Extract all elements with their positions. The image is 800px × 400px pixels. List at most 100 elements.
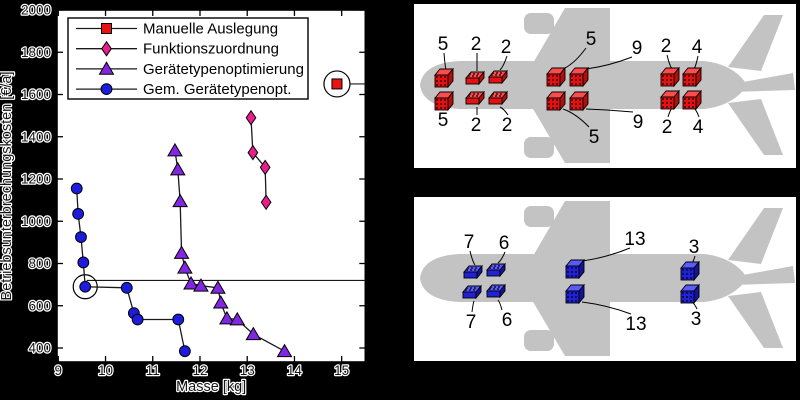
x-axis-tick-label: 12 — [192, 363, 207, 378]
y-axis-tick-label: 1400 — [21, 129, 51, 144]
unit-count-label: 4 — [693, 117, 704, 138]
y-axis-tick-label: 1000 — [21, 214, 51, 229]
aircraft-diagram-optimized: 7 6 13 3 7 6 13 3 — [420, 201, 795, 356]
unit-count-label: 9 — [632, 38, 643, 59]
x-axis-tick-label: 14 — [287, 363, 303, 378]
equipment-box — [462, 284, 482, 300]
triangle-marker — [219, 310, 235, 325]
series-circle — [70, 182, 191, 358]
aircraft-diagram-manual: 5 2 2 5 9 2 45 2 259 2 4 — [420, 8, 795, 163]
unit-count-label: 5 — [438, 34, 449, 55]
equipment-box — [488, 69, 508, 85]
unit-count-label: 3 — [691, 309, 702, 330]
circle-marker — [120, 281, 133, 294]
x-axis-tick-label: 9 — [55, 363, 63, 378]
diamond-marker — [247, 144, 259, 161]
unit-count-label: 2 — [471, 34, 482, 55]
equipment-box — [434, 67, 454, 89]
cost-mass-chart: 9 10 11 12 13 14 15 400 600 800 1000 1200 1400 1600 18… — [0, 1, 367, 396]
y-axis-tick-label: 1600 — [21, 87, 51, 102]
unit-count-label: 13 — [625, 314, 646, 335]
unit-count-label: 4 — [692, 37, 703, 58]
circle-marker — [70, 182, 83, 195]
x-axis-tick-label: 10 — [98, 363, 113, 378]
circle-marker — [72, 207, 85, 220]
diamond-marker — [259, 159, 271, 176]
unit-count-label: 6 — [502, 310, 513, 331]
x-axis-tick-label: 11 — [146, 363, 160, 378]
y-axis-tick-label: 400 — [28, 341, 51, 356]
equipment-box — [565, 258, 585, 280]
triangle-marker — [172, 193, 189, 208]
x-axis-tick-label: 15 — [334, 363, 349, 378]
unit-count-label: 5 — [438, 110, 449, 131]
equipment-box — [463, 264, 483, 280]
equipment-box — [682, 89, 702, 111]
square-marker — [101, 23, 112, 34]
y-axis-label: Betriebsunterbrechungskosten [€/a] — [0, 72, 15, 301]
equipment-box — [680, 260, 700, 282]
equipment-box — [486, 283, 506, 299]
circle-marker — [79, 280, 92, 293]
unit-count-label: 2 — [471, 115, 482, 136]
y-axis-tick-label: 600 — [28, 298, 51, 313]
circle-marker — [75, 231, 87, 243]
legend: Manuelle Auslegung Funktionszuordnung Gerä… — [67, 17, 309, 100]
triangle-marker — [276, 343, 293, 358]
equipment-box — [569, 66, 589, 88]
triangle-marker — [167, 142, 183, 157]
equipment-box — [546, 90, 566, 112]
tick-labels: 9 10 11 12 13 14 15 400 600 800 1000 1200 1400 1600 18… — [20, 1, 351, 379]
unit-count-label: 2 — [661, 36, 672, 57]
triangle-marker — [245, 326, 262, 341]
circle-marker — [172, 313, 185, 326]
series-triangle — [167, 142, 293, 358]
triangle-marker — [193, 278, 209, 292]
unit-count-label: 2 — [502, 115, 513, 136]
unit-count-label: 9 — [633, 112, 644, 133]
axes — [57, 9, 366, 362]
triangle-marker — [183, 275, 199, 290]
diamond-marker — [245, 109, 257, 126]
y-axis-tick-label: 800 — [28, 256, 51, 271]
x-axis-label: Masse [kg] — [176, 379, 246, 395]
triangle-marker — [177, 260, 193, 274]
x-axis-tick-label: 13 — [240, 363, 255, 378]
circle-marker — [77, 256, 90, 269]
unit-count-label: 7 — [466, 312, 477, 333]
triangle-marker — [229, 311, 246, 326]
square-marker — [331, 78, 343, 90]
legend-item-label: Funktionszuordnung — [143, 41, 279, 58]
equipment-box — [465, 70, 485, 86]
annotations — [72, 70, 366, 300]
unit-count-label: 2 — [501, 37, 512, 58]
diamond-marker — [260, 194, 272, 211]
diamond-marker — [101, 40, 112, 57]
triangle-marker — [212, 294, 229, 309]
triangle-marker — [210, 280, 226, 294]
y-axis-tick-label: 2000 — [21, 3, 51, 18]
leader-lines — [469, 247, 698, 315]
unit-count-label: 7 — [464, 232, 475, 253]
unit-count-label: 13 — [624, 229, 645, 250]
legend-item-label: Gem. Gerätetypenopt. — [143, 81, 291, 98]
series-square — [331, 78, 343, 90]
equipment-box — [486, 262, 506, 278]
circle-marker — [100, 83, 113, 95]
unit-count-label: 5 — [589, 127, 600, 148]
circle-marker — [131, 313, 144, 326]
equipment-box — [465, 90, 485, 106]
aircraft-panel-optimized: 7 6 13 3 7 6 13 3 — [413, 196, 797, 362]
y-axis-tick-label: 1200 — [21, 172, 51, 187]
equipment-box — [680, 283, 700, 305]
equipment-box — [660, 66, 680, 88]
unit-count-label: 6 — [499, 233, 510, 254]
unit-count-label: 2 — [662, 117, 673, 138]
equipment-box — [682, 66, 702, 88]
equipment-box — [488, 90, 508, 106]
triangle-marker — [173, 245, 190, 259]
equipment-box — [546, 66, 566, 88]
aircraft-silhouette — [420, 8, 795, 163]
